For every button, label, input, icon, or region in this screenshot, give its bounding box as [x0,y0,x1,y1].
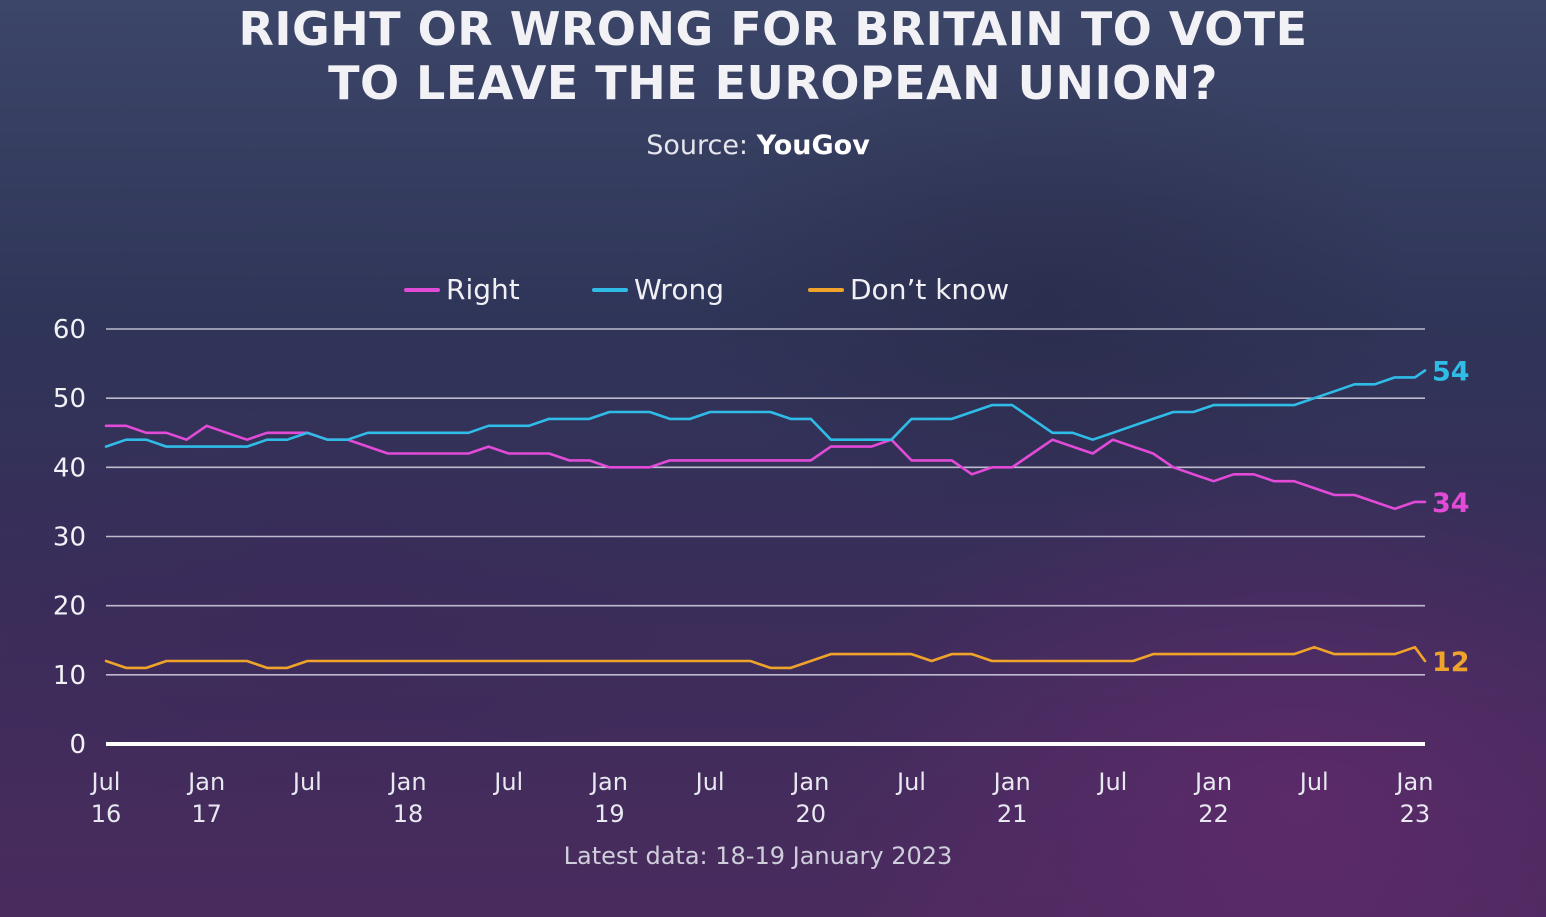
y-tick-label-40: 40 [53,453,86,483]
x-tick-label-3-year: 18 [393,800,424,828]
x-tick-label-0-year: 16 [91,800,122,828]
y-axis-ticks: 0 10 20 30 40 50 60 [53,315,86,760]
chart-title-line-2: TO LEAVE THE EUROPEAN UNION? [328,56,1218,110]
x-tick-label-7-year: 20 [796,800,827,828]
source-name: YouGov [756,130,870,161]
legend-label-wrong: Wrong [634,273,724,306]
x-tick-label-11-year: 22 [1198,800,1229,828]
x-tick-label-1-year: 17 [191,800,222,828]
end-label-wrong: 54 [1432,357,1470,388]
x-tick-label-5-year: 19 [594,800,625,828]
y-tick-label-60: 60 [53,315,86,345]
x-tick-label-8-month: Jul [895,768,926,796]
legend: Right Wrong Don’t know [404,273,1009,306]
y-tick-label-50: 50 [53,384,86,414]
x-tick-label-4-month: Jul [492,768,523,796]
chart-source: Source: YouGov [0,130,1516,161]
x-axis-ticks: Jul 16 Jan 17 Jul Jan 18 Jul Jan 19 Jul Jan 20 Jul Jan… [90,768,1434,828]
x-tick-label-0-month: Jul [90,768,121,796]
x-tick-label-6-month: Jul [694,768,725,796]
x-tick-label-2-month: Jul [291,768,322,796]
x-tick-label-5-month: Jan [589,768,628,796]
legend-label-don-t-know: Don’t know [850,273,1009,306]
series-line-don-t-know [104,645,1427,670]
x-tick-label-9-month: Jan [992,768,1031,796]
x-tick-label-3-month: Jan [388,768,427,796]
y-tick-label-30: 30 [53,523,86,553]
legend-label-right: Right [446,273,520,306]
x-tick-label-12-month: Jul [1298,768,1329,796]
end-labels: 34 54 12 [1432,357,1470,679]
chart-title: RIGHT OR WRONG FOR BRITAIN TO VOTE TO LE… [0,2,1546,110]
x-tick-label-10-month: Jul [1096,768,1127,796]
series-line-wrong [104,369,1427,448]
x-tick-label-13-year: 23 [1400,800,1431,828]
end-label-right: 34 [1432,488,1470,519]
x-tick-label-7-month: Jan [790,768,829,796]
chart-title-line-1: RIGHT OR WRONG FOR BRITAIN TO VOTE [238,2,1308,56]
series-lines [104,369,1427,670]
x-tick-label-1-month: Jan [186,768,225,796]
y-tick-label-10: 10 [53,661,86,691]
x-tick-label-11-month: Jan [1193,768,1232,796]
gridlines [106,328,1425,746]
source-label: Source: [646,130,749,161]
x-tick-label-9-year: 21 [997,800,1028,828]
y-tick-label-20: 20 [53,592,86,622]
end-label-don-t-know: 12 [1432,647,1470,678]
y-tick-label-0: 0 [69,730,86,760]
chart-footnote: Latest data: 18-19 January 2023 [563,842,953,870]
x-tick-label-13-month: Jan [1394,768,1433,796]
